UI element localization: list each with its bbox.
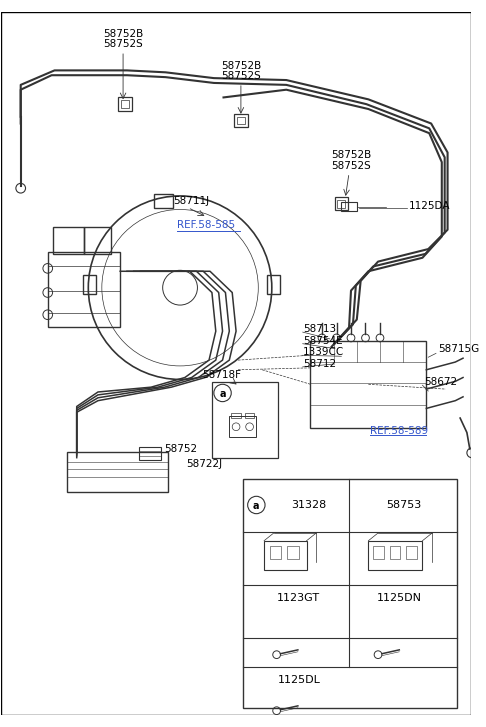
Text: 58752: 58752: [164, 444, 198, 454]
Bar: [270, 545, 281, 559]
Text: 58722J: 58722J: [186, 459, 222, 470]
Bar: [121, 100, 129, 108]
Text: 58752B: 58752B: [221, 60, 261, 71]
Bar: [245, 413, 255, 418]
Bar: [390, 545, 400, 559]
Bar: [337, 200, 345, 207]
Bar: [83, 275, 96, 294]
Text: 58711J: 58711J: [174, 196, 209, 206]
Text: 58752S: 58752S: [221, 71, 261, 81]
Bar: [341, 201, 357, 212]
Text: 1125DN: 1125DN: [377, 593, 422, 603]
Bar: [85, 227, 111, 254]
Bar: [118, 97, 132, 111]
Text: 58713: 58713: [303, 324, 336, 334]
Bar: [234, 114, 248, 127]
Text: 58715G: 58715G: [438, 344, 479, 353]
Text: 58672: 58672: [424, 377, 457, 387]
Bar: [311, 341, 426, 427]
Text: 58752S: 58752S: [103, 39, 143, 49]
Text: 58752B: 58752B: [331, 150, 371, 161]
Bar: [368, 541, 422, 570]
Text: 31328: 31328: [291, 500, 326, 510]
Text: 58752B: 58752B: [103, 28, 143, 39]
Text: 58752S: 58752S: [331, 161, 371, 171]
Bar: [406, 545, 417, 559]
Text: 1339CC: 1339CC: [303, 348, 344, 358]
Text: 58718F: 58718F: [202, 369, 241, 379]
Bar: [52, 227, 85, 254]
Bar: [267, 275, 280, 294]
Bar: [373, 545, 384, 559]
Bar: [237, 117, 245, 124]
Bar: [139, 447, 161, 459]
Bar: [334, 197, 348, 210]
Text: REF.58-589: REF.58-589: [370, 426, 429, 435]
Text: 1123GT: 1123GT: [278, 593, 320, 603]
Text: REF.58-585: REF.58-585: [177, 220, 235, 230]
Text: a: a: [219, 389, 226, 399]
Bar: [231, 413, 241, 418]
Bar: [48, 252, 120, 327]
Bar: [212, 382, 278, 458]
Text: 1125DL: 1125DL: [278, 675, 320, 685]
Text: 1125DA: 1125DA: [409, 201, 451, 211]
Bar: [154, 194, 174, 207]
Text: 58712: 58712: [303, 359, 336, 369]
Text: 58753: 58753: [386, 500, 422, 510]
Bar: [264, 541, 307, 570]
Bar: [67, 452, 169, 492]
Bar: [243, 479, 457, 708]
Bar: [229, 416, 256, 438]
Bar: [287, 545, 299, 559]
Text: 58754E: 58754E: [303, 336, 342, 346]
Text: a: a: [253, 501, 260, 511]
